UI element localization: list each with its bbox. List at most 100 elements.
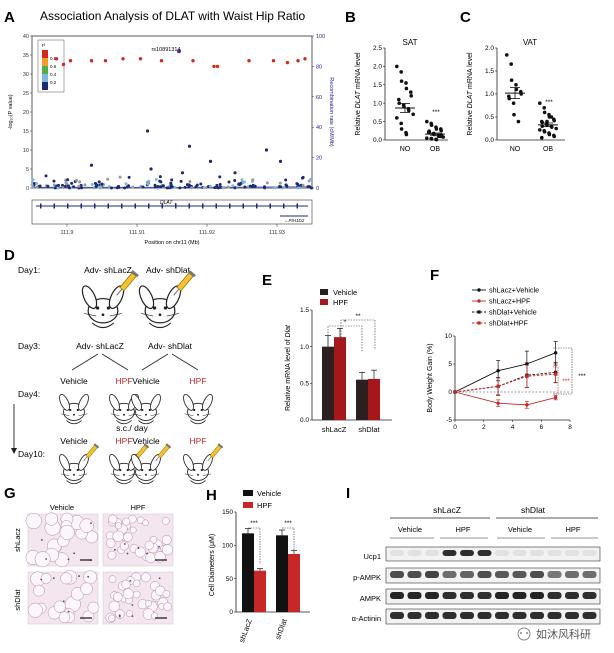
exon-mark	[188, 203, 190, 209]
data-point	[404, 81, 408, 85]
snp-point-low	[238, 182, 242, 186]
panel-a-ylabel-left: -log₁₀(P value)	[8, 94, 14, 129]
snp-point-low	[56, 186, 60, 190]
snp-point-low	[94, 184, 98, 188]
snp-point-high-ld	[159, 59, 164, 63]
nucleus-dot	[41, 539, 43, 541]
y-tick-label: 0.0	[485, 137, 494, 144]
exon-mark	[148, 203, 150, 209]
mouse-body	[138, 480, 154, 485]
data-point	[397, 101, 402, 105]
panel-label-g: G	[4, 485, 16, 502]
x-tick-label: 111.91	[129, 230, 145, 236]
mouse-whisker	[84, 313, 97, 317]
data-marker	[453, 390, 457, 394]
data-point	[399, 127, 404, 131]
blot-sub-vehicle-2: Vehicle	[508, 525, 532, 534]
blot-band	[407, 571, 422, 578]
blot-band	[495, 592, 509, 599]
blot-band	[530, 571, 544, 578]
snp-point-high-ld	[138, 57, 143, 61]
nucleus-dot	[129, 579, 132, 582]
exon-mark	[53, 203, 55, 209]
nucleus-dot	[73, 552, 76, 555]
snp-point-low	[199, 182, 203, 186]
y-tick-label: 0	[26, 186, 29, 192]
legend-swatch-navy	[42, 82, 48, 90]
blot-band	[407, 592, 422, 599]
adipocyte-cell	[162, 589, 171, 598]
snp-point-low	[31, 178, 35, 182]
blot-band	[390, 612, 404, 619]
data-point	[409, 94, 414, 98]
adipocyte-cell	[33, 584, 45, 597]
panel-a-x-ticks: 111.9 111.91 111.92 111.93	[61, 224, 285, 236]
day4-label: Day4:	[18, 389, 40, 399]
snp-point-low	[179, 179, 183, 183]
snp-point-low	[100, 182, 104, 186]
blot-row-ampk: AMPK	[360, 594, 381, 603]
panel-c-title: VAT	[523, 38, 537, 47]
snp-point-low	[233, 186, 237, 190]
blot-row-pampk: p-AMPK	[353, 573, 381, 582]
mouse-eye	[152, 306, 157, 310]
exon-mark	[94, 203, 96, 209]
snp-point-low-ld	[208, 159, 213, 163]
syringe-barrel	[157, 444, 170, 459]
adipocyte-cell	[145, 600, 152, 607]
adipocyte-cell	[162, 544, 174, 556]
adipocyte-cell	[60, 572, 73, 585]
snp-point-low	[301, 183, 305, 187]
mouse-whisker	[78, 473, 88, 476]
day4-vehicle-2: Vehicle	[132, 376, 160, 386]
legend-marker	[477, 310, 481, 314]
panel-b-title: SAT	[403, 38, 418, 47]
nucleus-dot	[123, 543, 126, 545]
adipocyte-cell	[112, 530, 124, 543]
nucleus-dot	[158, 577, 161, 580]
snp-point-low	[90, 182, 94, 186]
adipocyte-cell	[40, 573, 52, 584]
exon-mark	[242, 203, 244, 209]
panel-h-sig-1: ***	[250, 520, 258, 527]
mouse-whisker	[78, 413, 88, 416]
adipocyte-cell	[114, 522, 122, 530]
panel-f-lines	[453, 341, 558, 409]
mouse-body	[116, 480, 132, 485]
adipocyte-cell	[34, 551, 51, 568]
blot-band	[477, 571, 492, 578]
snp-point-low	[202, 186, 206, 190]
mouse-eye	[126, 468, 129, 472]
blot-band	[512, 550, 527, 556]
blot-strip	[385, 567, 601, 584]
legend-label: shLacz+HPF	[489, 297, 531, 306]
exon-mark	[296, 203, 298, 209]
panel-h-xtick-shlacz: shLacZ	[237, 617, 254, 644]
adipocyte-cell	[87, 601, 100, 614]
adv-shdlat-day1: Adv- shDlat	[146, 265, 191, 275]
series-line	[454, 371, 556, 393]
panel-g-histology-images	[25, 512, 174, 625]
snp-point-low	[188, 179, 192, 183]
adipocyte-cell	[113, 592, 123, 602]
panel-e-bars	[322, 327, 380, 420]
blot-group-shdlat: shDlat	[521, 505, 546, 515]
mouse-nose	[158, 313, 162, 317]
adipocyte-cell	[108, 600, 120, 612]
panel-h-legend-hpf-swatch	[243, 502, 253, 508]
panel-a: A Association Analysis of DLAT with Wais…	[4, 9, 334, 246]
snp-point-high-ld	[61, 62, 66, 67]
snp-point-high-ld	[89, 59, 94, 63]
blot-band	[565, 592, 579, 599]
snp-point-high-ld	[271, 59, 276, 63]
syringe-needle	[155, 456, 160, 462]
blot-band	[582, 550, 597, 556]
adipocyte-cell	[121, 579, 131, 589]
nucleus-dot	[67, 610, 70, 613]
adipocyte-cell	[44, 512, 59, 526]
adipocyte-cell	[161, 516, 170, 525]
data-point	[434, 127, 439, 131]
mouse-whisker	[202, 413, 212, 416]
snp-point-high-ld	[296, 59, 300, 63]
panel-c-significance: ***	[545, 99, 553, 106]
